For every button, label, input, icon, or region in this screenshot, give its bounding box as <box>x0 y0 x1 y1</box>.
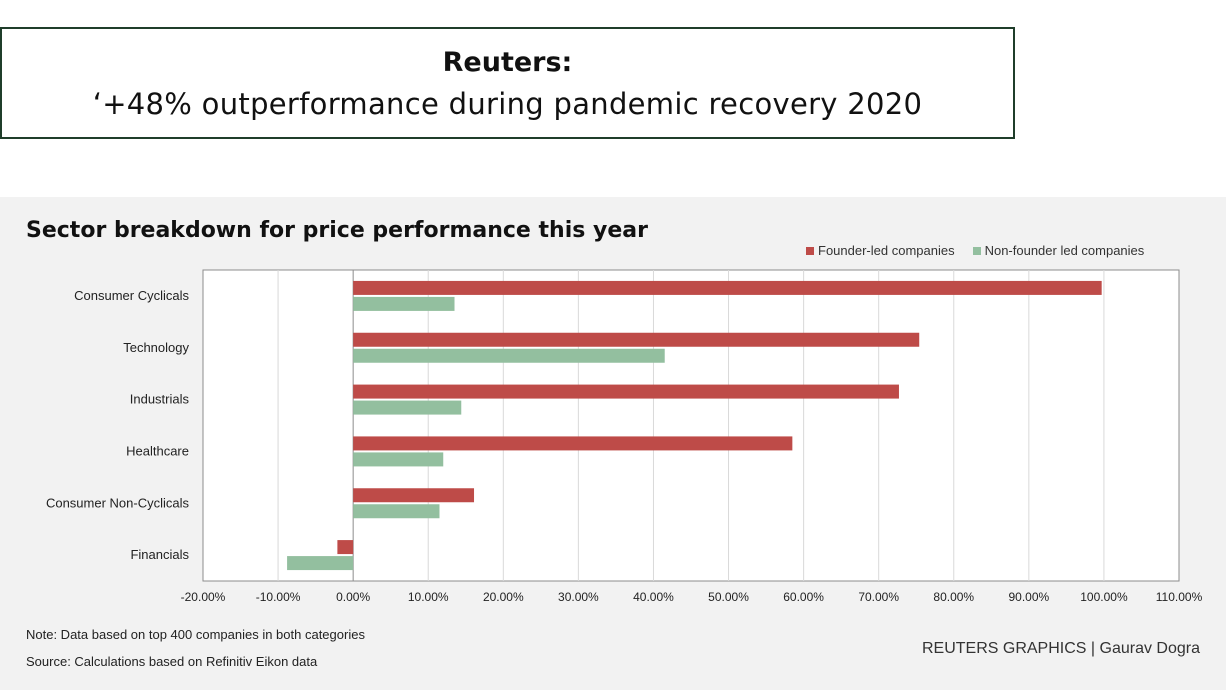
bar-chart: -20.00% -10.00% 0.00% 10.00% 20.00% 30.00% 40.… <box>46 269 1203 604</box>
x-tick-label: 20.00% <box>483 590 524 604</box>
x-tick-label: -10.00% <box>256 590 301 604</box>
category-label: Consumer Cyclicals <box>74 288 189 303</box>
bar-founder-led <box>353 384 899 399</box>
x-tick-label: 0.00% <box>336 590 370 604</box>
bar-founder-led <box>353 332 920 347</box>
category-label: Industrials <box>130 392 190 407</box>
legend-label-founder: Founder-led companies <box>818 243 955 258</box>
legend-swatch-nonfounder <box>972 246 981 255</box>
x-tick-label: 40.00% <box>633 590 674 604</box>
legend-item-founder: Founder-led companies <box>806 243 955 258</box>
footnote-note: Note: Data based on top 400 companies in… <box>26 627 365 642</box>
bar-non-founder-led <box>353 400 462 415</box>
legend-swatch-founder <box>806 246 814 255</box>
category-label: Financials <box>130 547 189 562</box>
bar-non-founder-led <box>353 504 440 519</box>
legend-label-nonfounder: Non-founder led companies <box>984 243 1145 258</box>
x-tick-label: 90.00% <box>1008 590 1049 604</box>
chart-title: Sector breakdown for price performance t… <box>26 218 648 243</box>
bar-founder-led <box>353 488 475 503</box>
graphics-credit: REUTERS GRAPHICS | Gaurav Dogra <box>921 640 1200 657</box>
x-tick-label: 60.00% <box>783 590 824 604</box>
x-tick-label: 110.00% <box>1156 590 1203 604</box>
bar-founder-led <box>337 540 354 555</box>
x-tick-label: 80.00% <box>933 590 974 604</box>
bar-non-founder-led <box>353 452 444 467</box>
banner-subtitle: ‘+48% outperformance during pandemic rec… <box>92 87 923 121</box>
category-label: Healthcare <box>126 443 189 458</box>
bar-non-founder-led <box>353 296 455 311</box>
bar-founder-led <box>353 436 793 451</box>
footnote-source: Source: Calculations based on Refinitiv … <box>26 654 318 669</box>
x-tick-label: -20.00% <box>181 590 226 604</box>
headline-banner: Reuters: ‘+48% outperformance during pan… <box>0 27 1015 139</box>
bar-non-founder-led <box>287 556 354 571</box>
chart-panel: Sector breakdown for price performance t… <box>0 197 1226 690</box>
x-tick-label: 30.00% <box>558 590 599 604</box>
x-tick-label: 70.00% <box>858 590 899 604</box>
legend-item-nonfounder: Non-founder led companies <box>972 243 1145 258</box>
x-tick-label: 10.00% <box>408 590 449 604</box>
category-label: Consumer Non-Cyclicals <box>46 495 190 510</box>
bar-non-founder-led <box>353 348 665 363</box>
chart-legend: Founder-led companies Non-founder led co… <box>806 243 1162 258</box>
banner-title: Reuters: <box>442 47 573 78</box>
category-label: Technology <box>123 340 189 355</box>
x-tick-label: 50.00% <box>708 590 749 604</box>
plot-area <box>202 269 1180 582</box>
bar-founder-led <box>353 280 1102 295</box>
x-tick-label: 100.00% <box>1080 590 1128 604</box>
